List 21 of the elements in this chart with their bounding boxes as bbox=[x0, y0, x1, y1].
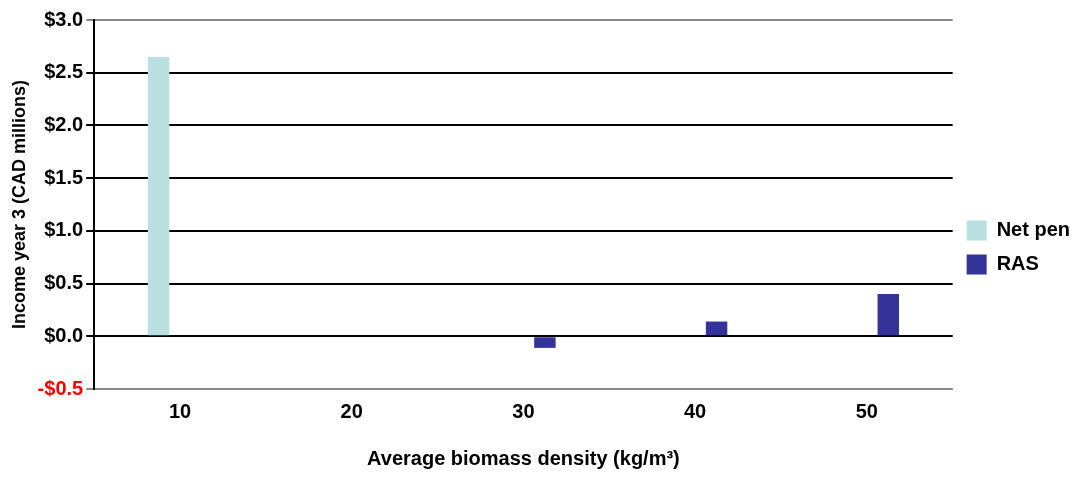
y-tick-label: $0.0 bbox=[44, 323, 84, 346]
y-tick-label: $3.0 bbox=[44, 7, 84, 30]
x-tick-label: 50 bbox=[855, 399, 878, 422]
bar bbox=[705, 321, 728, 336]
legend-label: RAS bbox=[996, 252, 1039, 275]
legend-label: Net pen bbox=[996, 218, 1070, 241]
x-tick-label: 30 bbox=[512, 399, 535, 422]
x-tick-label: 40 bbox=[683, 399, 707, 422]
x-tick-label: 20 bbox=[340, 399, 363, 422]
y-tick-label: $2.0 bbox=[44, 112, 84, 135]
y-tick-label: $1.5 bbox=[44, 165, 84, 188]
x-axis-title: Average biomass density (kg/m³) bbox=[367, 446, 680, 469]
y-tick-label: -$0.5 bbox=[37, 376, 84, 399]
bar bbox=[877, 294, 900, 336]
x-tick-label: 10 bbox=[168, 399, 192, 422]
bar bbox=[147, 56, 170, 336]
y-tick-label: $1.0 bbox=[44, 218, 84, 241]
bar bbox=[534, 337, 556, 348]
y-tick-label: $0.5 bbox=[44, 271, 84, 294]
y-tick-label: $2.5 bbox=[44, 60, 84, 83]
y-axis-title: Income year 3 (CAD millions) bbox=[8, 79, 29, 330]
